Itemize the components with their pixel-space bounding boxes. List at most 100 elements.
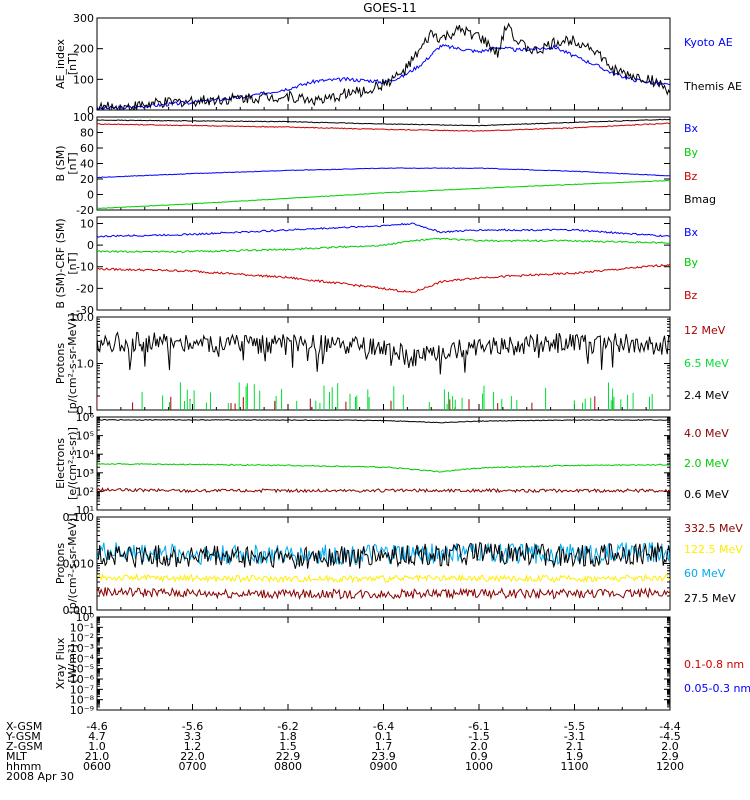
panel-6: 0.001 0.010 0.100Protons[p/(cm²-s-sr-MeV)]… [54,511,743,617]
legend-entry: 2.4 MeV [684,389,729,402]
panel-frame [96,116,671,211]
y-tick-label: 20 [80,173,94,186]
series-line [97,396,614,410]
y-tick-label: 10¹ [76,504,94,517]
legend-entry: 12 MeV [684,324,726,337]
y-tick-label: 10⁻² [70,632,94,645]
y-tick-label: 10² [76,485,94,498]
table-cell: 2.9 [661,750,679,763]
legend-entry: 27.5 MeV [684,592,736,605]
series-line [97,331,670,375]
y-tick-label: 80 [80,127,94,140]
y-tick-label: 1.0 [77,358,95,371]
panel-frame [96,416,671,511]
y-tick-label: 0 [87,189,94,202]
y-tick-label: 10⁴ [76,448,95,461]
legend-entry: 332.5 MeV [684,522,743,535]
series-line [97,118,670,127]
y-tick-label: -20 [76,282,94,295]
legend-entry: Themis AE [683,80,742,93]
table-cell: 0600 [83,760,111,773]
y-tick-label: 10⁻⁴ [70,652,95,665]
y-tick-label: 10⁻⁵ [70,663,94,676]
y-tick-label: 0 [87,239,94,252]
y-tick-label: -30 [76,304,94,317]
y-tick-label: 0.1 [77,404,95,417]
y-tick-label: 0 [87,104,94,117]
table-cell: 21.0 [85,750,110,763]
y-tick-label: 100 [73,73,94,86]
y-tick-label: 0.001 [63,604,95,617]
panel-5: 10¹ 10² 10³ 10⁴ 10⁵ 10⁶ Electrons[e/(cm²-s-sr)… [54,411,729,517]
y-tick-label: 60 [80,142,94,155]
table-cell: 1.0 [88,740,106,753]
table-cell: 4.7 [88,730,106,743]
legend-entry: Bx [684,122,699,135]
y-tick-label: 200 [73,43,94,56]
table-cell: 1.7 [375,740,393,753]
y-tick-label: 10⁵ [76,430,94,443]
y-tick-label: 300 [73,12,94,25]
y-tick-label: 10 [80,217,94,230]
table-cell: 0.1 [375,730,393,743]
y-axis-label: B (SM)-CRF (SM)[nT] [54,218,79,308]
series-line [97,263,670,294]
y-tick-label: 10⁻⁸ [70,694,95,707]
table-cell: 1.2 [184,740,202,753]
y-tick-label: 100 [73,111,94,124]
legend-entry: Bz [684,289,698,302]
table-cell: 1.5 [279,740,297,753]
y-tick-label: 10⁻⁶ [70,673,95,686]
table-cell: 0700 [179,760,207,773]
series-line [97,541,670,566]
y-tick-label: 10³ [76,467,94,480]
table-cell: -6.2 [277,720,298,733]
y-axis-label: Xray Flux[W/m²] [54,637,79,689]
legend-entry: 4.0 MeV [684,427,729,440]
legend-entry: By [684,146,699,159]
series-line [97,179,670,210]
y-axis-label: B (SM)[nT] [54,145,79,181]
legend-entry: 6.5 MeV [684,357,729,370]
y-tick-label: 0.010 [63,558,95,571]
table-cell: 2.1 [566,740,584,753]
table-cell: 22.0 [180,750,205,763]
legend-entry: 60 MeV [684,567,726,580]
table-cell: 2.0 [470,740,488,753]
table-row-label: Y-GSM [5,730,41,743]
series-line [97,122,670,132]
legend-entry: 0.05-0.3 nm [684,682,750,695]
series-line [97,462,670,473]
table-cell: 3.3 [184,730,202,743]
table-cell: 0.9 [470,750,488,763]
table-cell: 23.9 [371,750,396,763]
y-tick-label: 10⁻⁷ [70,683,94,696]
legend-entry: 122.5 MeV [684,543,743,556]
series-line [97,43,670,110]
legend-entry: 0.6 MeV [684,488,729,501]
series-line [97,22,670,110]
table-cell: -5.5 [564,720,585,733]
series-line [97,222,670,238]
table-cell: 1200 [656,760,684,773]
series-line [97,237,670,254]
table-cell: 1.9 [566,750,584,763]
y-tick-label: 10⁻¹ [70,621,94,634]
table-cell: 22.9 [276,750,301,763]
legend-entry: Bz [684,170,698,183]
table-row-label: MLT [6,750,27,763]
y-tick-label: 10⁻³ [70,642,94,655]
panel-1: 0 100 200 300 AE_index[nT] Kyoto AE Themis AE [54,12,742,117]
table-cell: 1.8 [279,730,297,743]
y-tick-label: 40 [80,158,94,171]
table-cell: -4.6 [86,720,107,733]
panel-frame [96,17,671,111]
legend-entry: Bmag [684,193,716,206]
panel-7: 10⁻⁹10⁻⁸10⁻⁷10⁻⁶10⁻⁵10⁻⁴10⁻³10⁻²10⁻¹10⁰ X… [54,611,750,717]
legend-entry: 2.0 MeV [684,457,729,470]
y-axis-label: Protons[p/(cm²-s-sr-MeV)] [54,314,79,414]
panel-3: -30 -20 -10 0 10B (SM)-CRF (SM)[nT] Bx By Bz [54,216,699,317]
y-tick-label: 10.0 [70,311,95,324]
